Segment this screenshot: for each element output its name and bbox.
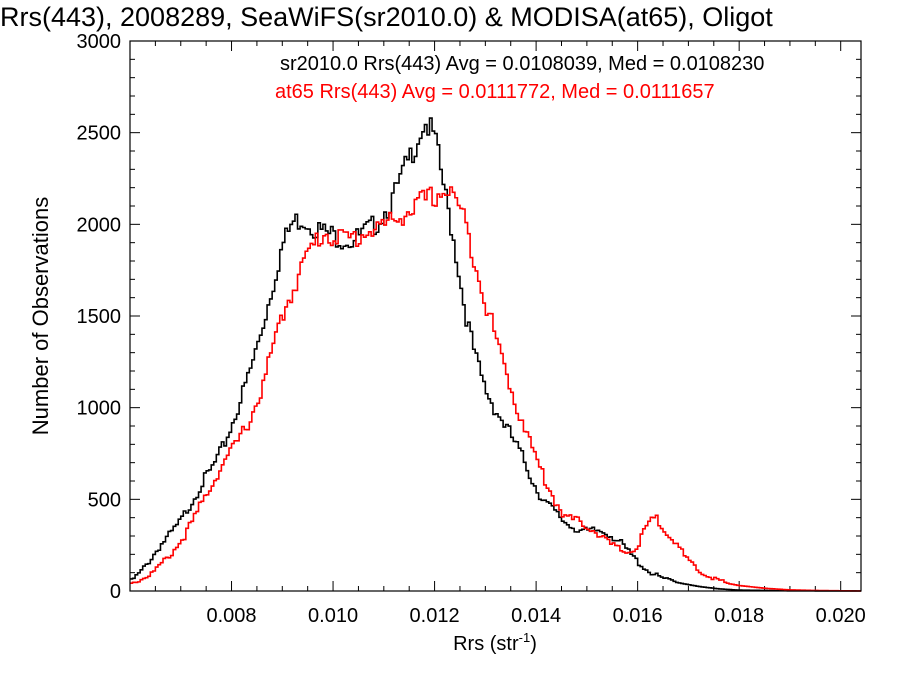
x-tick-label: 0.018 [714,605,764,627]
series-line-sr2010-0 [130,117,861,592]
series-line-at65 [130,186,861,592]
y-tick-label: 500 [88,489,121,511]
x-tick-label: 0.014 [511,605,561,627]
x-axis-label-end: ) [530,633,537,655]
plot-frame [129,40,862,592]
axes-layer: 0.008 0.010 0.012 0.014 0.016 0.018 0.020 0 500 1… [77,31,866,627]
x-tick-label: 0.016 [613,605,663,627]
x-axis-label-main: Rrs (str [453,633,519,655]
series-layer [130,117,861,592]
y-tick-label: 1500 [77,306,122,328]
y-tick-label: 0 [110,581,121,603]
x-tick-label: 0.020 [816,605,866,627]
x-tick-label: 0.010 [308,605,358,627]
x-tick-label: 0.008 [206,605,256,627]
y-tick-label: 2000 [77,214,122,236]
y-tick-label: 1000 [77,398,122,420]
y-axis-label: Number of Observations [28,197,53,435]
annotation-at65: at65 Rrs(443) Avg = 0.0111772, Med = 0.0… [275,81,715,103]
annotation-sr2010: sr2010.0 Rrs(443) Avg = 0.0108039, Med =… [280,53,764,75]
y-tick-label: 3000 [77,31,122,53]
x-tick-label: 0.012 [410,605,460,627]
x-axis-label-superscript: -1 [519,630,531,645]
x-axis-label: Rrs (str-1) [453,630,537,655]
chart-title: Rrs(443), 2008289, SeaWiFS(sr2010.0) & M… [0,2,773,32]
y-tick-label: 2500 [77,123,122,145]
